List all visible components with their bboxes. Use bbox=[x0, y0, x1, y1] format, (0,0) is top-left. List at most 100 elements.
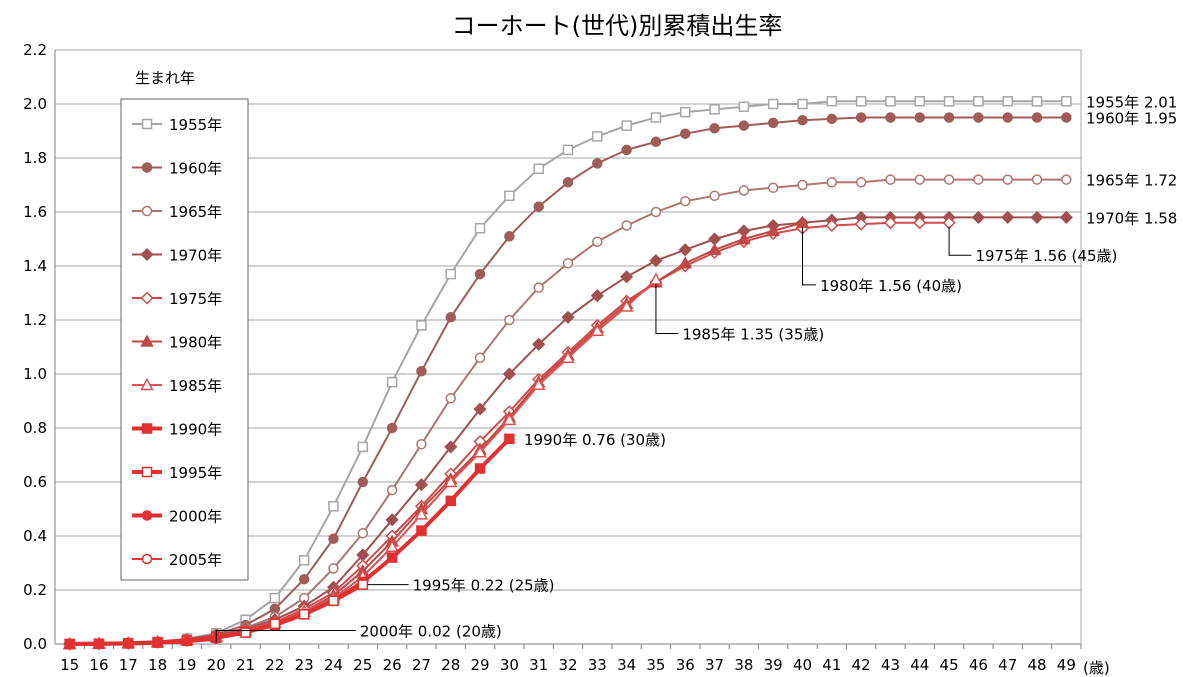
data-point bbox=[738, 185, 750, 196]
data-point bbox=[973, 96, 984, 107]
data-point bbox=[562, 144, 574, 156]
data-point bbox=[766, 223, 780, 237]
y-axis-ticks: 0.0 0.2 0.4 0.6 0.8 1.0 1.2 1.4 1.6 1.8 2.0 2.2 bbox=[23, 41, 47, 653]
data-point bbox=[140, 334, 154, 347]
data-point bbox=[416, 438, 427, 450]
data-point bbox=[826, 177, 838, 188]
data-point bbox=[474, 268, 486, 280]
data-point bbox=[885, 112, 896, 123]
x-tick-label: 19 bbox=[177, 656, 196, 674]
data-point bbox=[298, 609, 310, 620]
data-point bbox=[767, 117, 779, 129]
data-point bbox=[357, 441, 369, 453]
x-tick-label: 20 bbox=[207, 656, 226, 674]
data-point bbox=[1061, 174, 1072, 185]
data-point bbox=[707, 242, 722, 256]
data-point bbox=[825, 218, 839, 233]
data-point bbox=[474, 463, 486, 474]
data-point bbox=[826, 113, 838, 125]
x-tick-label: 46 bbox=[969, 656, 988, 674]
x-tick-label: 44 bbox=[910, 656, 929, 674]
data-point bbox=[1001, 210, 1015, 224]
data-point bbox=[386, 484, 398, 496]
x-tick-label: 21 bbox=[236, 656, 255, 674]
x-tick-label: 36 bbox=[676, 656, 695, 674]
data-point bbox=[1059, 210, 1073, 224]
x-tick-label: 23 bbox=[295, 656, 314, 674]
annotation-label: 1990年 0.76 (30歳) bbox=[524, 431, 666, 449]
annotation-label: 2000年 0.02 (20歳) bbox=[360, 623, 502, 641]
data-point bbox=[737, 231, 751, 245]
data-point bbox=[443, 474, 458, 488]
data-point bbox=[504, 314, 515, 326]
y-tick-label: 1.4 bbox=[23, 257, 47, 275]
chart-title: コーホート(世代)別累積出生率 bbox=[452, 12, 783, 40]
x-tick-label: 22 bbox=[265, 656, 284, 674]
data-point bbox=[416, 320, 427, 331]
data-point bbox=[1002, 174, 1013, 185]
series-1955年 bbox=[64, 96, 1072, 650]
series-line bbox=[69, 636, 217, 646]
data-point bbox=[1061, 112, 1072, 123]
leader-line bbox=[215, 630, 356, 643]
x-tick-label: 42 bbox=[852, 656, 871, 674]
legend-label: 1995年 bbox=[169, 464, 222, 482]
annotation-label: 1975年 1.56 (45歳) bbox=[975, 247, 1117, 265]
x-tick-label: 30 bbox=[500, 656, 519, 674]
end-label: 1955年 2.01 bbox=[1086, 93, 1177, 111]
x-tick-label: 41 bbox=[822, 656, 841, 674]
data-point bbox=[767, 98, 779, 110]
leader-line bbox=[948, 226, 972, 256]
data-point bbox=[738, 120, 750, 131]
data-point bbox=[502, 412, 517, 426]
x-tick-label: 29 bbox=[471, 656, 490, 674]
legend-box bbox=[120, 98, 249, 581]
y-tick-label: 0.4 bbox=[23, 527, 47, 545]
data-point bbox=[914, 96, 926, 107]
data-point bbox=[357, 476, 369, 488]
data-point bbox=[767, 182, 779, 193]
end-label: 1970年 1.58 bbox=[1086, 209, 1177, 227]
y-tick-label: 1.2 bbox=[23, 311, 47, 329]
legend-label: 2000年 bbox=[169, 508, 222, 526]
data-point bbox=[680, 195, 691, 207]
data-point bbox=[504, 433, 515, 445]
data-point bbox=[649, 254, 663, 268]
data-point bbox=[797, 114, 808, 126]
data-point bbox=[592, 236, 603, 247]
data-point bbox=[680, 128, 691, 139]
data-point bbox=[650, 206, 662, 218]
data-point bbox=[386, 422, 398, 434]
data-point bbox=[386, 376, 398, 388]
x-tick-label: 45 bbox=[940, 656, 959, 674]
data-point bbox=[385, 513, 399, 527]
series-2000年 bbox=[64, 633, 222, 650]
legend-label: 2005年 bbox=[169, 551, 222, 569]
data-point bbox=[561, 310, 575, 324]
x-tick-label: 43 bbox=[881, 656, 900, 674]
data-point bbox=[971, 210, 985, 224]
annotations: 1975年 1.56 (45歳) 1980年 1.56 (40歳) 1985年 1.… bbox=[215, 226, 1117, 643]
data-point bbox=[885, 174, 896, 185]
data-point bbox=[269, 592, 281, 604]
data-point bbox=[298, 555, 310, 566]
data-point bbox=[123, 638, 134, 649]
data-point bbox=[328, 563, 339, 574]
data-point bbox=[140, 377, 154, 391]
x-tick-label: 34 bbox=[617, 656, 636, 674]
data-point bbox=[328, 533, 339, 544]
data-point bbox=[416, 366, 427, 377]
legend-label: 1985年 bbox=[169, 377, 222, 395]
data-point bbox=[826, 96, 838, 107]
data-point bbox=[592, 158, 603, 169]
data-point bbox=[590, 289, 604, 303]
data-point bbox=[141, 553, 153, 565]
data-point bbox=[532, 337, 546, 351]
data-point bbox=[531, 377, 546, 391]
data-point bbox=[414, 507, 429, 520]
x-tick-label: 26 bbox=[383, 656, 402, 674]
data-point bbox=[855, 112, 867, 123]
data-point bbox=[590, 323, 605, 337]
